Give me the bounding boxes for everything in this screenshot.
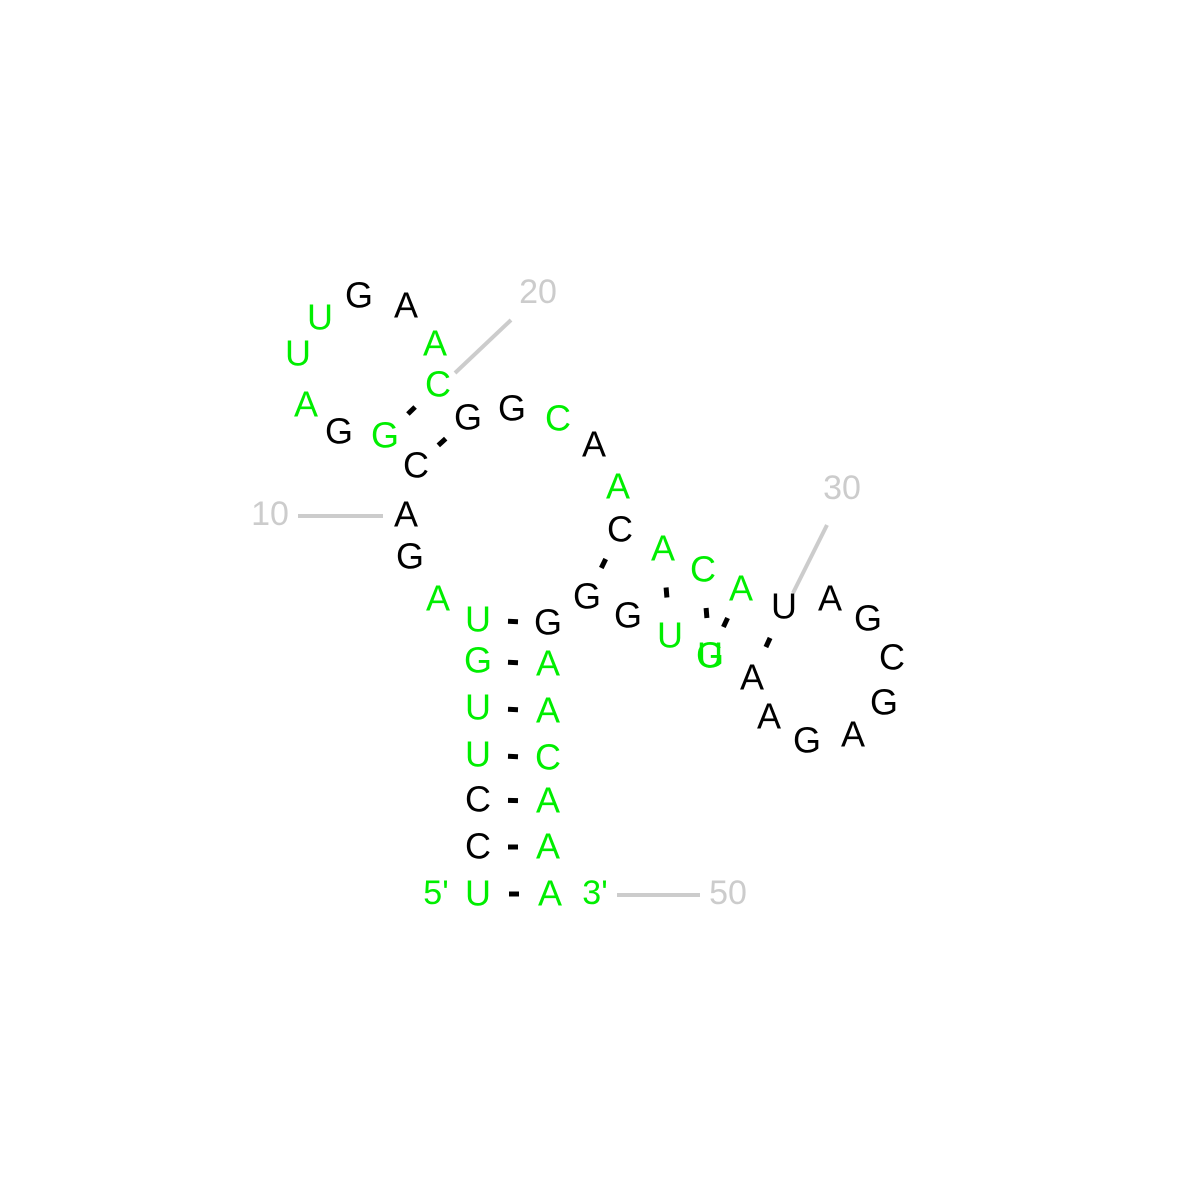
position-numbers: 10 20 30 50	[251, 273, 861, 912]
base-pair-bonds	[406, 405, 773, 897]
bond-27-41	[663, 587, 670, 598]
nucleotide-18: A	[394, 285, 418, 326]
bond-11-21	[436, 436, 448, 448]
nucleotide-23: C	[545, 398, 571, 439]
nucleotide-5: U	[465, 687, 491, 728]
three-prime-label: 3'	[582, 874, 607, 912]
nucleotide-1: U	[465, 873, 491, 914]
nucleotide-9: G	[396, 536, 424, 577]
nucleotide-46: A	[536, 690, 560, 731]
nucleotide-25: A	[606, 466, 630, 507]
nucleotide-27: A	[651, 528, 675, 569]
nucleotide-41: U	[657, 615, 683, 656]
nucleotide-43: G	[573, 576, 601, 617]
nucleotide-6: G	[464, 640, 492, 681]
nucleotide-47: C	[535, 737, 561, 778]
number-20: 20	[519, 273, 557, 311]
nucleotide-16: U	[307, 297, 333, 338]
bond-30-38	[763, 636, 773, 649]
number-10: 10	[251, 495, 289, 533]
nucleotide-21: G	[454, 397, 482, 438]
bond-29-39	[721, 616, 730, 629]
nucleotide-39: U	[697, 635, 723, 676]
nucleotide-35: A	[841, 714, 865, 755]
nucleotide-31: A	[818, 578, 842, 619]
nucleotide-12: G	[371, 415, 399, 456]
nucleotide-28: C	[690, 549, 716, 590]
nucleotide-4: U	[465, 734, 491, 775]
nucleotide-32: G	[854, 598, 882, 639]
nucleotide-40: G	[696, 635, 724, 676]
nucleotide-50: A	[538, 873, 562, 914]
nucleotide-44: G	[534, 602, 562, 643]
nucleotide-36: G	[793, 720, 821, 761]
nucleotide-11: C	[403, 445, 429, 486]
number-line-30	[791, 524, 829, 594]
nucleotide-45: A	[536, 643, 560, 684]
nucleotide-17: G	[345, 275, 373, 316]
number-30: 30	[823, 469, 861, 507]
nucleotide-29: A	[729, 568, 753, 609]
numbering-lines	[298, 318, 829, 897]
nucleotide-22: G	[498, 388, 526, 429]
nucleotide-34: G	[870, 682, 898, 723]
nucleotide-38: A	[740, 657, 764, 698]
bond-26-43	[599, 557, 608, 570]
bond-12-20	[406, 405, 417, 416]
nucleotide-20: C	[425, 364, 451, 405]
nucleotide-26: C	[607, 509, 633, 550]
five-prime-label: 5'	[423, 874, 448, 912]
bond-28-40	[703, 607, 710, 619]
nucleotide-49: A	[536, 826, 560, 867]
nucleotide-7: U	[465, 599, 491, 640]
nucleotide-14: A	[294, 384, 318, 425]
nucleotide-30: U	[771, 586, 797, 627]
nucleotide-37: A	[757, 696, 781, 737]
nucleotide-19: A	[423, 323, 447, 364]
nucleotide-10: A	[394, 494, 418, 535]
nucleotide-3: C	[465, 779, 491, 820]
nucleotide-24: A	[582, 424, 606, 465]
nucleotide-2: C	[465, 826, 491, 867]
nucleotide-42: G	[614, 595, 642, 636]
nucleotide-13: G	[325, 411, 353, 452]
nucleotide-15: U	[285, 333, 311, 374]
nucleotide-8: A	[426, 578, 450, 619]
nucleotide-33: C	[879, 637, 905, 678]
number-line-20	[453, 318, 513, 375]
nucleotide-48: A	[536, 780, 560, 821]
number-50: 50	[709, 874, 747, 912]
